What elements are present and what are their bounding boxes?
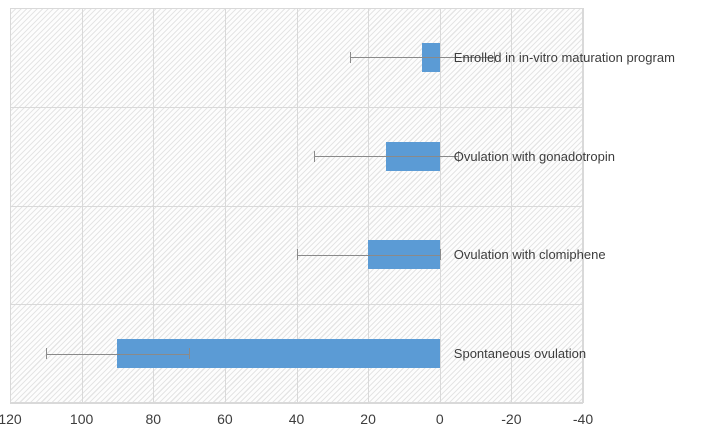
error-bar-cap bbox=[189, 348, 191, 360]
horizontal-gridline bbox=[10, 106, 583, 108]
horizontal-gridline bbox=[10, 8, 583, 9]
x-tick-label: 0 bbox=[435, 411, 444, 427]
x-tick-label: -20 bbox=[501, 411, 522, 427]
error-bar-cap bbox=[296, 249, 298, 261]
error-bar-cap bbox=[314, 150, 316, 162]
horizontal-gridline bbox=[10, 205, 583, 207]
category-label: Spontaneous ovulation bbox=[453, 346, 587, 362]
x-tick-label: 40 bbox=[288, 411, 305, 427]
error-bar-cap bbox=[439, 249, 441, 261]
category-label: Enrolled in in-vitro maturation program bbox=[453, 49, 675, 65]
x-tick-label: 80 bbox=[145, 411, 162, 427]
error-bar-cap bbox=[350, 51, 352, 63]
x-tick-label: 60 bbox=[217, 411, 233, 427]
error-bar-cap bbox=[493, 51, 495, 63]
error-bar-cap bbox=[45, 348, 47, 360]
x-tick-label: 20 bbox=[360, 411, 376, 427]
x-tick-label: 120 bbox=[0, 411, 22, 427]
x-tick-label: -40 bbox=[572, 411, 594, 427]
error-bar-line bbox=[350, 57, 494, 59]
horizontal-gridline bbox=[10, 403, 583, 404]
error-bar-line bbox=[296, 254, 440, 256]
vertical-gridline bbox=[583, 8, 584, 403]
category-label: Ovulation with clomiphene bbox=[453, 247, 606, 263]
error-bar-line bbox=[314, 156, 458, 158]
error-bar-cap bbox=[457, 150, 459, 162]
category-label: Ovulation with gonadotropin bbox=[453, 148, 615, 164]
x-tick-label: 100 bbox=[69, 411, 94, 427]
horizontal-gridline bbox=[10, 304, 583, 306]
error-bar-line bbox=[45, 353, 190, 355]
